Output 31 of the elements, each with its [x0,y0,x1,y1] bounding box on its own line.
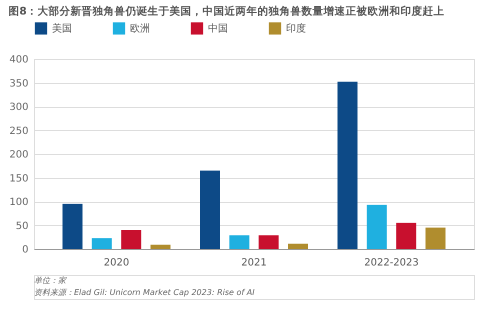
y-tick-label: 100 [9,197,28,208]
legend-label: 欧洲 [130,22,150,34]
x-tick-label: 2020 [104,258,130,268]
bar [396,222,416,249]
bar [338,82,358,249]
text: 单位：家 [34,276,67,285]
bar [288,244,308,249]
bar [229,235,250,249]
bar [200,170,220,249]
legend-label: 中国 [208,22,228,34]
bar [366,204,387,249]
y-tick-label: 50 [16,220,28,232]
bar [92,238,112,249]
legend-label: 美国 [52,22,72,34]
chart-title: 图8：大部分新晋独角兽仍诞生于美国，中国近两年的独角兽数量增速正被欧洲和印度赶上 [8,4,445,18]
bar [62,204,82,249]
y-tick-label: 350 [9,78,28,90]
y-tick-label: 0 [22,244,28,256]
bar [426,228,446,249]
y-tick-label: 200 [9,150,28,160]
legend-label: 印度 [286,22,306,34]
bar [150,244,170,249]
bar [121,230,142,249]
bar [258,235,279,249]
x-tick-label: 2022-2023 [364,258,419,268]
y-tick-label: 300 [9,102,28,113]
y-tick-label: 150 [9,173,28,184]
y-tick-label: 250 [9,126,28,137]
x-tick-label: 2021 [241,258,267,268]
text: 资料来源：Elad Gil: Unicorn Market Cap 2023: Rise of AI [34,288,256,297]
y-tick-label: 400 [9,54,28,66]
